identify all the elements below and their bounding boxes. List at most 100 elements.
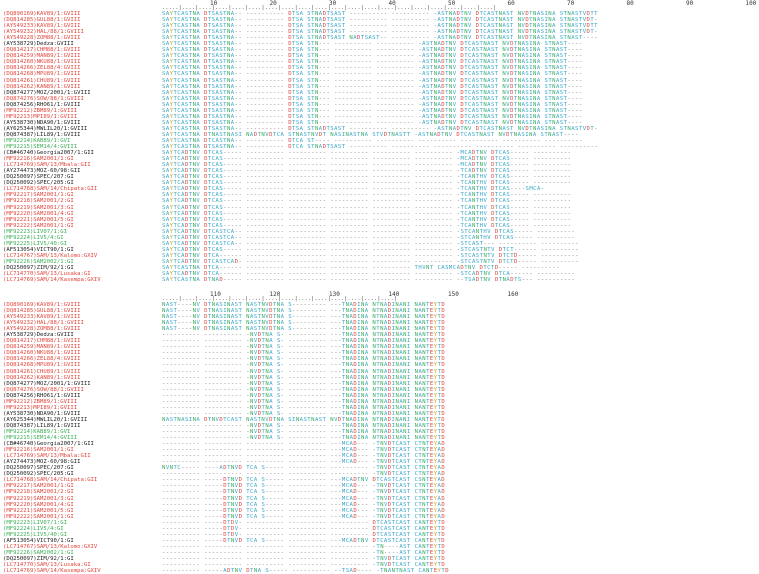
sequence-label: (AY274473)MOZ-60/98:GII [3, 459, 81, 466]
sequence-label: (AY549232)HAL/88/1:GVIII [3, 320, 84, 327]
sequence-residues: SAYTCASTNA DTSASTNA-- ---------- DTSA ST… [162, 65, 583, 72]
sequence-residues: ---------- ---------- -NVDTNA S- -------… [162, 380, 446, 387]
sequence-label: (DQ250092)SPEC/205:GI [3, 180, 74, 187]
sequence-residues: SAYTCASTNA DTNAD----- ---------- -------… [162, 277, 576, 284]
sequence-residues: SAYTCASTNA DTSASTNA-- ---------- DTSA ST… [162, 53, 583, 60]
sequence-label: (DQ814266)ZEL88/4:GVIII [3, 65, 81, 72]
sequence-residues: ---------- ---------- -NVDTNA S- -------… [162, 435, 446, 442]
sequence-label: (DQ814268)MPU89/1:GVIII [3, 71, 81, 78]
sequence-residues: SAYTCADTNV DTCASTCA-- ---------- -------… [162, 234, 576, 241]
sequence-label: (MF92218)SAM2001/2:GI [3, 198, 74, 205]
sequence-residues: NAST----NV DTNASINAST NASTNVDTNA S------… [162, 320, 446, 327]
sequence-residues: ---------- ---------- -NVDTNA S- -------… [162, 392, 446, 399]
sequence-label: (AY549228)ZOM88/1:GVIII [3, 35, 81, 42]
ruler-number: 100 [745, 0, 757, 7]
sequence-residues: SAYTCASTNA DTSASTNA-- ---------- DTSA ST… [162, 107, 583, 114]
sequence-label: (LC714767)SAM/13/Kalomo:GXIV [3, 543, 98, 550]
sequence-label: (DQ814261)CHU89/1:GVIII [3, 77, 81, 84]
sequence-label: (AF513054)VICT90/1:GI [3, 537, 74, 544]
sequence-residues: ---------- ---------- ---------- -------… [162, 471, 446, 478]
sequence-label: (LC714769)SAM/13/Mbala:GII [3, 453, 91, 460]
sequence-label: (AY549233)KAV89/1:GVIII [3, 314, 81, 321]
sequence-residues: NAST----NV DTNASINAST NASTNVDTNA S------… [162, 314, 446, 321]
sequence-residues: SAYTCADTNV DTCA------ ---------- -------… [162, 271, 576, 278]
sequence-label: (MF92217)SAM2001/1:GI [3, 192, 74, 199]
sequence-residues: SAYTCASTNA DTSASTNA-- ---------- DTCA ST… [162, 144, 599, 151]
sequence-residues: SAYTCADTNV DTCAS----- ---------- -------… [162, 162, 572, 169]
sequence-residues: ---------- ---------- ---------- -------… [162, 562, 446, 569]
sequence-label: (DQ874256)RHO61/1:GVIII [3, 392, 81, 399]
sequence-label: (MF92223)LIV07/1:GI [3, 228, 67, 235]
sequence-residues: SAYTCASTNA DTSASTNA-- ---------- DTSA ST… [162, 83, 583, 90]
sequence-label: (MF92214)KAB89/1:GVI [3, 137, 71, 144]
ruler-number: 20 [269, 0, 277, 7]
sequence-residues: ---------- ---------- ---------- -------… [162, 549, 446, 556]
sequence-residues: ---------- -----DTNVD TCA S----- -------… [162, 537, 446, 544]
sequence-label: (LC714769)SAM/14/Kasempa:GXIV [3, 277, 101, 284]
sequence-residues: SAYTCADTNV DTCAS----- ---------- -------… [162, 204, 572, 211]
sequence-residues: ---------- -----DTNVD TCA S----- -------… [162, 477, 446, 484]
sequence-label: (DQ874276)SOW/88/1:GVIII [3, 95, 84, 102]
sequence-label: (MF92214)KAB89/1:GVI [3, 428, 71, 435]
sequence-residues: ---------- -----DTDV- ---------- -------… [162, 525, 446, 532]
sequence-residues: ---------- -----DTNVD TCA S----- -------… [162, 513, 446, 520]
sequence-residues: SAYTCADTNV DTCAS----- ---------- -------… [162, 222, 572, 229]
sequence-residues: SAYTCASTNA DTSASTNA-- ---------- DTSA ST… [162, 95, 583, 102]
sequence-label: (AY538730)NDA90/1:GVIII [3, 119, 81, 126]
sequence-residues: SAYTCADTNV DTCAS----- ---------- -------… [162, 246, 580, 253]
position-ruler: 10 20 30 40 50 60 70 80 90 100 .....|....|....|...… [162, 0, 756, 12]
sequence-label: (AY549233)KAV89/1:GVIII [3, 23, 81, 30]
sequence-label: (MF92219)SAM2001/3:GI [3, 495, 74, 502]
ruler-number: 60 [507, 0, 515, 7]
sequence-label: (MF92217)SAM2001/1:GI [3, 483, 74, 490]
sequence-label: (DQ874256)RHO61/1:GVIII [3, 101, 81, 108]
ruler-ticks: .....|....|....|....|....|....|....|....… [162, 5, 497, 11]
sequence-residues: SAYTCASTNA DTSASTNA-- ---------- DTSA ST… [162, 71, 583, 78]
ruler-number: 130 [329, 291, 340, 298]
sequence-residues: ---------- ---------- ---------- -------… [162, 447, 446, 454]
ruler-number: 120 [269, 291, 281, 298]
sequence-residues: NAST----NV DTNASINAST NASTNVDTNA S------… [162, 302, 446, 308]
ruler-number: 110 [210, 291, 221, 298]
ruler-number: 30 [329, 0, 337, 7]
sequence-label: (MF92224)LIV5/4:GI [3, 525, 64, 532]
position-ruler: 110 120 130 140 150 160 .....|....|....|....|.… [162, 291, 562, 303]
sequence-label: (DQ814259)MAN89/1:GVIII [3, 53, 81, 60]
sequence-label: (MF92216)SAM2001/1:GI [3, 156, 74, 163]
sequence-label: (MF92212)ZBM89/1:GVIII [3, 107, 78, 114]
sequence-residues: SAYTCADTNV DTCAS----- ---------- -------… [162, 192, 572, 199]
sequence-label: (MF92219)SAM2001/3:GI [3, 204, 74, 211]
sequence-label: (DQ250097)ZIM/92/1:GI [3, 555, 74, 562]
sequence-residues: ---------- -----DTNVD TCA S----- -------… [162, 501, 446, 508]
alignment-block-1: 10 20 30 40 50 60 70 80 90 100 .....|....|....|...… [0, 0, 759, 284]
sequence-label: (AY625344)MWLIL20/1:GVIII [3, 125, 88, 132]
sequence-residues: SAYTCADTNV DTCAS----- ---------- -------… [162, 174, 572, 181]
sequence-label: (CB#46740)Georgia2007/1:GII [3, 441, 94, 448]
sequence-label: (DQ814268)MPU89/1:GVIII [3, 362, 81, 369]
sequence-label: (AY538729)Dedza:GVIII [3, 332, 74, 339]
ruler-number: 150 [448, 291, 459, 298]
sequence-label: (MF92226)SAM2002/1:GI [3, 549, 74, 556]
sequence-label: (MF92222)SAM2001/1:GI [3, 222, 74, 229]
sequence-residues: SAYTCASTNA DTSASTNA-- ---------- DTSA ST… [162, 119, 583, 126]
sequence-label: (MF92226)SAM2002/1:GI [3, 258, 74, 265]
sequence-label: (LC714767)SAM/13/Kalomo:GXIV [3, 252, 98, 259]
sequence-label: (LC714768)SAM/14/Chipata:GII [3, 477, 98, 484]
sequence-label: (DQ890169)KAV89/1:GVIII [3, 302, 81, 308]
sequence-label: (DQ874276)SOW/88/1:GVIII [3, 386, 84, 393]
sequence-residues: SAYTCADTNV DTCASTCA-- ---------- -------… [162, 228, 576, 235]
sequence-label: (DQ814285)GUL88/1:GVIII [3, 17, 81, 24]
ruler-number: 140 [388, 291, 400, 298]
sequence-label: (DQ814266)ZEL88/4:GVIII [3, 356, 81, 363]
sequence-residues: ---------- ---------- -NVDTNA S- -------… [162, 362, 446, 369]
sequence-label: (AY538729)Dedza:GVIII [3, 41, 74, 48]
sequence-label: (MF92222)SAM2001/1:GI [3, 513, 74, 520]
sequence-residues: NASTNASINA DTNVDTCAST NASTNVDTNA SINASTN… [162, 416, 446, 423]
sequence-label: (DQ874277)MOZ/2001/1:GVIII [3, 89, 91, 96]
sequence-label: (DQ814262)KAN89/1:GVIII [3, 374, 81, 381]
sequence-residues: SAYTCASTNA DTSASTNA-- ---------- DTSA ST… [162, 47, 583, 54]
sequence-residues: ---------- ---------- ---------- -------… [162, 459, 446, 466]
sequence-residues: SAYTCADTNV DTCAS----- ---------- -------… [162, 156, 572, 163]
sequence-label: (MF92223)LIV07/1:GI [3, 519, 67, 526]
sequence-label: (LC714770)SAM/13/Lusaka:GI [3, 271, 91, 278]
